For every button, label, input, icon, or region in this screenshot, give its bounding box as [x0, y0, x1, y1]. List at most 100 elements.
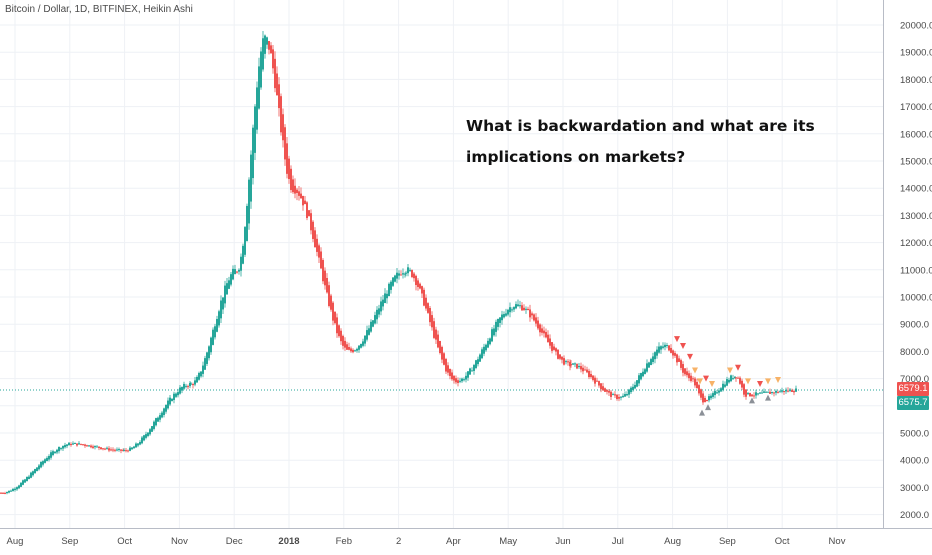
candle-body [737, 377, 739, 379]
candle-body [147, 432, 149, 436]
candle-body [547, 334, 549, 343]
candle-body [80, 443, 82, 445]
candle-body [483, 346, 485, 354]
candle-body [511, 309, 513, 311]
candle-body [749, 392, 751, 397]
x-tick-label: Sep [61, 536, 78, 547]
candle-body [280, 96, 282, 133]
candle-body [324, 270, 326, 286]
candle-body [739, 377, 741, 384]
candle-body [123, 449, 125, 451]
candle-body [479, 354, 481, 362]
candle-body [501, 314, 503, 321]
candle-body [791, 390, 793, 392]
x-tick-label: Nov [829, 536, 846, 547]
candle-body [346, 344, 348, 350]
candle-body [258, 66, 260, 109]
candle-body [173, 393, 175, 400]
candle-body [48, 456, 50, 460]
candle-body [364, 335, 366, 344]
candle-body [402, 273, 404, 275]
candle-body [753, 395, 755, 397]
candle-body [330, 295, 332, 310]
candle-body [521, 305, 523, 311]
candle-body [44, 459, 46, 463]
candle-body [274, 58, 276, 89]
candle-body [755, 392, 757, 396]
annotation-line-1: What is backwardation and what are its [466, 117, 815, 135]
candle-body [390, 281, 392, 290]
candle-body [666, 345, 668, 347]
candle-body [348, 347, 350, 350]
candle-body [652, 356, 654, 363]
candle-body [523, 307, 525, 311]
candle-body [600, 383, 602, 390]
candle-body [582, 367, 584, 372]
candle-body [26, 476, 28, 481]
candle-body [288, 158, 290, 180]
sell-signal-marker [727, 367, 733, 374]
candle-body [720, 388, 722, 392]
candle-body [56, 449, 58, 453]
candle-body [688, 373, 690, 379]
sell-signal-marker [692, 367, 698, 374]
candle-body [175, 393, 177, 397]
candle-body [443, 353, 445, 365]
candle-body [185, 385, 187, 387]
candle-body [622, 395, 624, 398]
candle-body [230, 274, 232, 285]
x-tick-label: Apr [446, 536, 461, 547]
candle-body [660, 346, 662, 350]
candle-body [149, 429, 151, 435]
candle-body [404, 273, 406, 275]
candle-body [90, 445, 92, 448]
candle-body [354, 350, 356, 352]
candle-body [614, 394, 616, 396]
candle-body [692, 378, 694, 380]
candle-body [224, 285, 226, 304]
candle-body [384, 293, 386, 304]
annotation-line-2: implications on markets? [466, 148, 686, 166]
candle-body [137, 443, 139, 446]
candle-body [312, 221, 314, 239]
candle-body [151, 426, 153, 432]
candle-body [730, 375, 732, 382]
candle-body [576, 363, 578, 369]
candle-body [461, 378, 463, 382]
candle-body [28, 476, 30, 479]
candle-body [86, 445, 88, 447]
candle-body [234, 269, 236, 275]
candle-body [104, 448, 106, 450]
candle-body [250, 154, 252, 202]
chart-title: Bitcoin / Dollar, 1D, BITFINEX, Heikin A… [5, 4, 193, 15]
candle-body [392, 277, 394, 286]
candle-body [133, 446, 135, 449]
candle-body [628, 389, 630, 395]
candle-body [232, 268, 234, 280]
candle-body [541, 328, 543, 333]
candle-body [517, 304, 519, 307]
candle-body [388, 283, 390, 297]
candle-body [340, 330, 342, 342]
candle-body [747, 392, 749, 394]
candle-body [563, 358, 565, 365]
candle-body [12, 488, 14, 492]
candle-body [30, 472, 32, 478]
sell-signal-marker [765, 378, 771, 385]
y-tick-label: 18000.0 [900, 75, 932, 86]
candle-body [473, 365, 475, 371]
candle-body [618, 396, 620, 399]
candle-body [338, 325, 340, 337]
candle-body [396, 272, 398, 279]
candle-body [16, 487, 18, 490]
candle-body [135, 443, 137, 448]
candle-body [20, 482, 22, 487]
candle-body [572, 363, 574, 365]
candle-body [475, 360, 477, 368]
candle-body [370, 321, 372, 332]
candle-body [6, 491, 8, 494]
sell-signal-marker [687, 353, 693, 360]
candle-body [407, 267, 409, 274]
sell-signal-marker [775, 376, 781, 383]
